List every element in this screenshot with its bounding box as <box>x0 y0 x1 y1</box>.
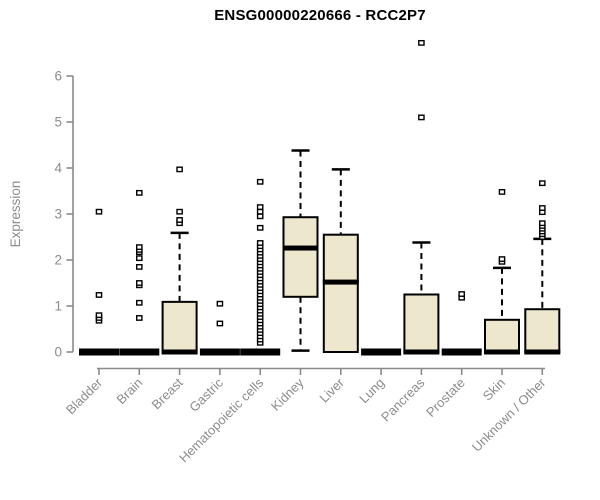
x-tick-label-skin: Skin <box>480 375 508 403</box>
box-bladder <box>79 348 119 356</box>
y-tick-label: 1 <box>54 299 62 314</box>
box-brain <box>119 348 160 356</box>
y-axis-title: Expression <box>8 181 23 248</box>
box-skin <box>484 318 520 353</box>
outlier-hematopoietic-cells <box>256 208 264 215</box>
y-tick-label: 0 <box>54 345 62 360</box>
box-lung <box>361 348 402 356</box>
box-hematopoietic-cells <box>240 348 281 356</box>
outlier-brain <box>135 315 143 321</box>
box-gastric <box>199 348 240 356</box>
x-tick-label-liver: Liver <box>316 375 347 406</box>
outlier-brain <box>135 189 143 196</box>
outlier-brain <box>135 244 143 251</box>
x-tick-label-prostate: Prostate <box>423 375 468 420</box>
outlier-hematopoietic-cells <box>256 204 264 210</box>
outlier-gastric <box>216 300 224 307</box>
median-unknown-other <box>524 349 561 355</box>
box-breast <box>161 300 198 353</box>
y-tick-label: 5 <box>54 115 62 130</box>
outlier-unknown-other <box>539 180 546 187</box>
median-liver <box>322 279 359 285</box>
y-tick-label: 6 <box>54 69 62 84</box>
x-tick-label-breast: Breast <box>149 375 186 412</box>
outlier-brain <box>135 255 143 262</box>
x-tick-label-lung: Lung <box>356 375 387 406</box>
x-tick-label-kidney: Kidney <box>268 375 307 414</box>
median-skin <box>484 349 520 355</box>
outlier-bladder <box>95 208 103 215</box>
y-tick-label: 4 <box>54 161 62 176</box>
box-liver <box>322 233 359 353</box>
outlier-brain <box>135 264 143 270</box>
outlier-hematopoietic-cells <box>256 213 264 220</box>
outlier-hematopoietic-cells <box>256 178 264 185</box>
x-tick-label-bladder: Bladder <box>63 375 106 418</box>
outlier-unknown-other <box>539 220 546 227</box>
outlier-pancreas <box>418 114 425 121</box>
x-tick-label-gastric: Gastric <box>186 375 226 415</box>
y-tick-label: 2 <box>54 253 62 268</box>
outlier-pancreas <box>418 39 425 46</box>
outlier-skin <box>498 256 506 262</box>
outlier-bladder <box>95 292 103 298</box>
outlier-breast <box>176 208 183 215</box>
x-tick-label-pancreas: Pancreas <box>378 375 428 425</box>
outlier-breast <box>176 217 183 223</box>
outlier-hematopoietic-cells <box>256 224 264 231</box>
box-pancreas <box>403 293 440 353</box>
box-unknown-other <box>524 308 561 353</box>
outlier-brain <box>135 280 143 286</box>
median-pancreas <box>403 349 440 355</box>
outlier-hematopoietic-cells <box>256 240 264 246</box>
median-breast <box>161 349 198 355</box>
outlier-prostate <box>458 291 466 297</box>
y-tick-label: 3 <box>54 207 62 222</box>
box-prostate <box>441 348 482 356</box>
x-tick-label-brain: Brain <box>113 375 145 407</box>
outlier-gastric <box>216 320 224 327</box>
x-tick-label-unknown-other: Unknown / Other <box>469 375 549 455</box>
outlier-skin <box>498 189 506 195</box>
chart-title: ENSG00000220666 - RCC2P7 <box>214 7 426 24</box>
box-kidney <box>282 216 319 298</box>
outlier-unknown-other <box>539 205 546 211</box>
outlier-brain <box>135 299 143 306</box>
median-kidney <box>282 245 319 251</box>
outlier-bladder <box>95 312 103 319</box>
outlier-breast <box>176 166 183 173</box>
